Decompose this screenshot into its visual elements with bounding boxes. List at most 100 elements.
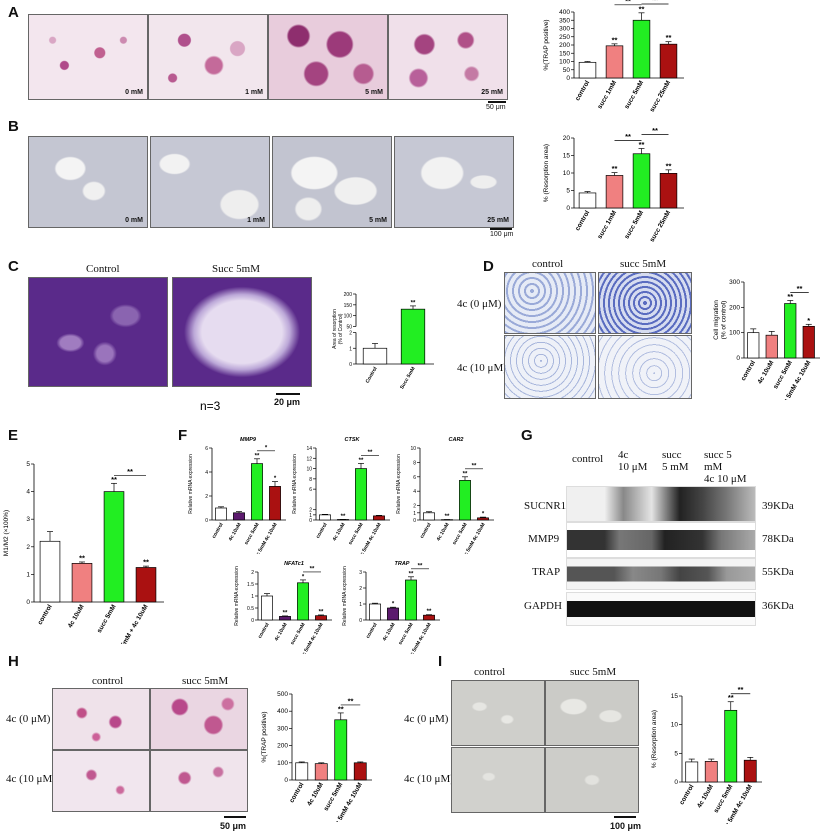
micrograph-c-control	[28, 277, 168, 387]
bar-control	[369, 603, 381, 621]
bar-succ-25mm	[659, 43, 678, 79]
x-tick-label: 4c 10uM	[757, 360, 776, 386]
bar-succ-5mm	[400, 308, 426, 365]
bar-succ-5mm	[459, 480, 471, 521]
x-tick-label: Succ 5mM	[399, 366, 417, 390]
scale-bar-label-h: 50 μm	[220, 821, 247, 831]
bar-4c-10um	[704, 761, 718, 783]
y-tick-label: 2	[26, 544, 30, 551]
y-tick-label: 200	[559, 42, 570, 49]
x-tick-label: succ 1mM	[596, 210, 618, 241]
x-tick-label: succ 5mM	[623, 210, 645, 241]
y-tick-label: 20	[563, 135, 571, 142]
x-tick-label: 4c 10uM	[274, 622, 289, 642]
y-axis-label: Area of resorption	[332, 309, 338, 349]
chart-i: 0 5 10 15 % (Resorption area) control 4c 10uM *…	[651, 685, 762, 824]
x-tick-label: 4c 10uM	[306, 782, 325, 808]
y-tick-label: 5	[566, 188, 570, 195]
y-tick-label: 0.5	[247, 606, 254, 612]
band-kda-gapdh: 36KDa	[762, 600, 794, 612]
bar-succ-5mm	[355, 468, 367, 521]
y-axis-label: Cell migration	[713, 300, 720, 340]
y-axis-label: % (Resorption area)	[651, 710, 658, 768]
significance-mark: **	[310, 566, 315, 572]
blot-gapdh	[566, 592, 756, 626]
x-tick-label: succ 5mM	[243, 522, 260, 546]
bar-control	[747, 332, 760, 359]
sample-size-note: n=3	[200, 399, 221, 413]
y-axis-label: %(TRAP positive)	[261, 711, 268, 762]
y-tick-label: 8	[413, 460, 416, 466]
x-tick-label: succ 1mM	[596, 80, 618, 111]
x-tick-label: control	[365, 621, 379, 639]
x-tick-label: control	[419, 521, 433, 539]
band-kda-trap: 55KDa	[762, 566, 794, 578]
band-label-trap: TRAP	[532, 566, 561, 578]
micrograph-a-1mM: 1 mM	[148, 14, 268, 100]
y-tick-label: 300	[729, 279, 740, 286]
significance-mark: **	[283, 610, 288, 616]
y-tick-label: 15	[671, 693, 679, 700]
x-tick-label: succ 5mM	[713, 784, 735, 815]
bar-succ-5mm	[632, 153, 651, 209]
x-tick-label: 4c 10uM	[436, 522, 451, 542]
chart-f-mmp9: 0 2 4 6 Relative mRNA expression MMP9 control 4…	[188, 437, 286, 554]
y-tick-label: 2	[359, 586, 362, 592]
micrograph-i-succ-0	[545, 680, 639, 746]
x-tick-label: succ 25mM	[649, 80, 673, 114]
scale-bar-b	[490, 228, 512, 230]
y-tick-label: 250	[559, 34, 570, 41]
band-label-mmp9: MMP9	[528, 533, 560, 545]
h-row-0uM: 4c (0 μM)	[6, 713, 51, 725]
y-tick-label: 300	[559, 26, 570, 33]
significance-mark: *	[482, 512, 485, 518]
blot-sucnr1	[566, 486, 756, 522]
y-tick-label: 1.5	[247, 582, 254, 588]
panel-label-h: H	[8, 653, 19, 670]
significance-mark: **	[418, 563, 423, 569]
bar-succ-5mm-4c-10um	[373, 515, 385, 521]
bar-4c-10um	[387, 607, 399, 621]
h-row-10uM: 4c (10 μM)	[6, 773, 56, 785]
bar-4c-10um	[279, 616, 291, 621]
bar-succ-5mm	[724, 709, 738, 783]
micrograph-label: 25 mM	[481, 89, 503, 96]
significance-mark: *	[265, 445, 268, 451]
y-tick-label: 200	[277, 743, 288, 750]
i-header-control: control	[474, 666, 506, 678]
micrograph-c-succ	[172, 277, 312, 387]
y-tick-label: 5	[26, 461, 30, 468]
x-tick-label: succ 25mM	[649, 210, 673, 244]
micrograph-b-25mM: 25 mM	[394, 136, 514, 228]
y-tick-label: 2	[251, 570, 254, 576]
y-tick-label: 0	[566, 75, 570, 82]
y-tick-label: 100	[277, 760, 288, 767]
chart-title: MMP9	[240, 437, 257, 443]
c-header-control: Control	[86, 263, 120, 275]
x-tick-label: succ 5mM + 4c 10uM	[111, 604, 149, 645]
y-tick-label: 2	[349, 331, 352, 337]
band-kda-mmp9: 78KDa	[762, 533, 794, 545]
bar-succ-5mm	[784, 303, 797, 359]
chart-title: NFATc1	[284, 561, 304, 567]
x-tick-label: succ 5mM	[323, 782, 345, 813]
y-tick-label: 400	[559, 9, 570, 16]
y-tick-label: 100	[559, 59, 570, 66]
band-kda-sucnr1: 39KDa	[762, 500, 794, 512]
y-axis-label: (% of Control)	[338, 313, 344, 344]
bar-control	[39, 540, 61, 603]
panel-label-b: B	[8, 118, 19, 135]
chart-f-nfatc1: 0 0.5 1 1.5 2 Relative mRNA expression NFATc1 c…	[234, 561, 332, 654]
significance-mark: **	[666, 33, 672, 42]
g-header-succ: succ 5 mM	[662, 449, 689, 473]
y-tick-label: 0	[566, 205, 570, 212]
micrograph-label: 1 mM	[245, 89, 263, 96]
significance-mark: **	[728, 693, 734, 702]
y-tick-label: 0	[26, 599, 30, 606]
d-header-succ: succ 5mM	[620, 258, 667, 270]
micrograph-label: 0 mM	[125, 217, 143, 224]
x-tick-label: 4c 10uM	[67, 604, 86, 630]
micrograph-b-1mM: 1 mM	[150, 136, 270, 228]
y-axis-label: M1/M2 (×100%)	[3, 510, 10, 556]
